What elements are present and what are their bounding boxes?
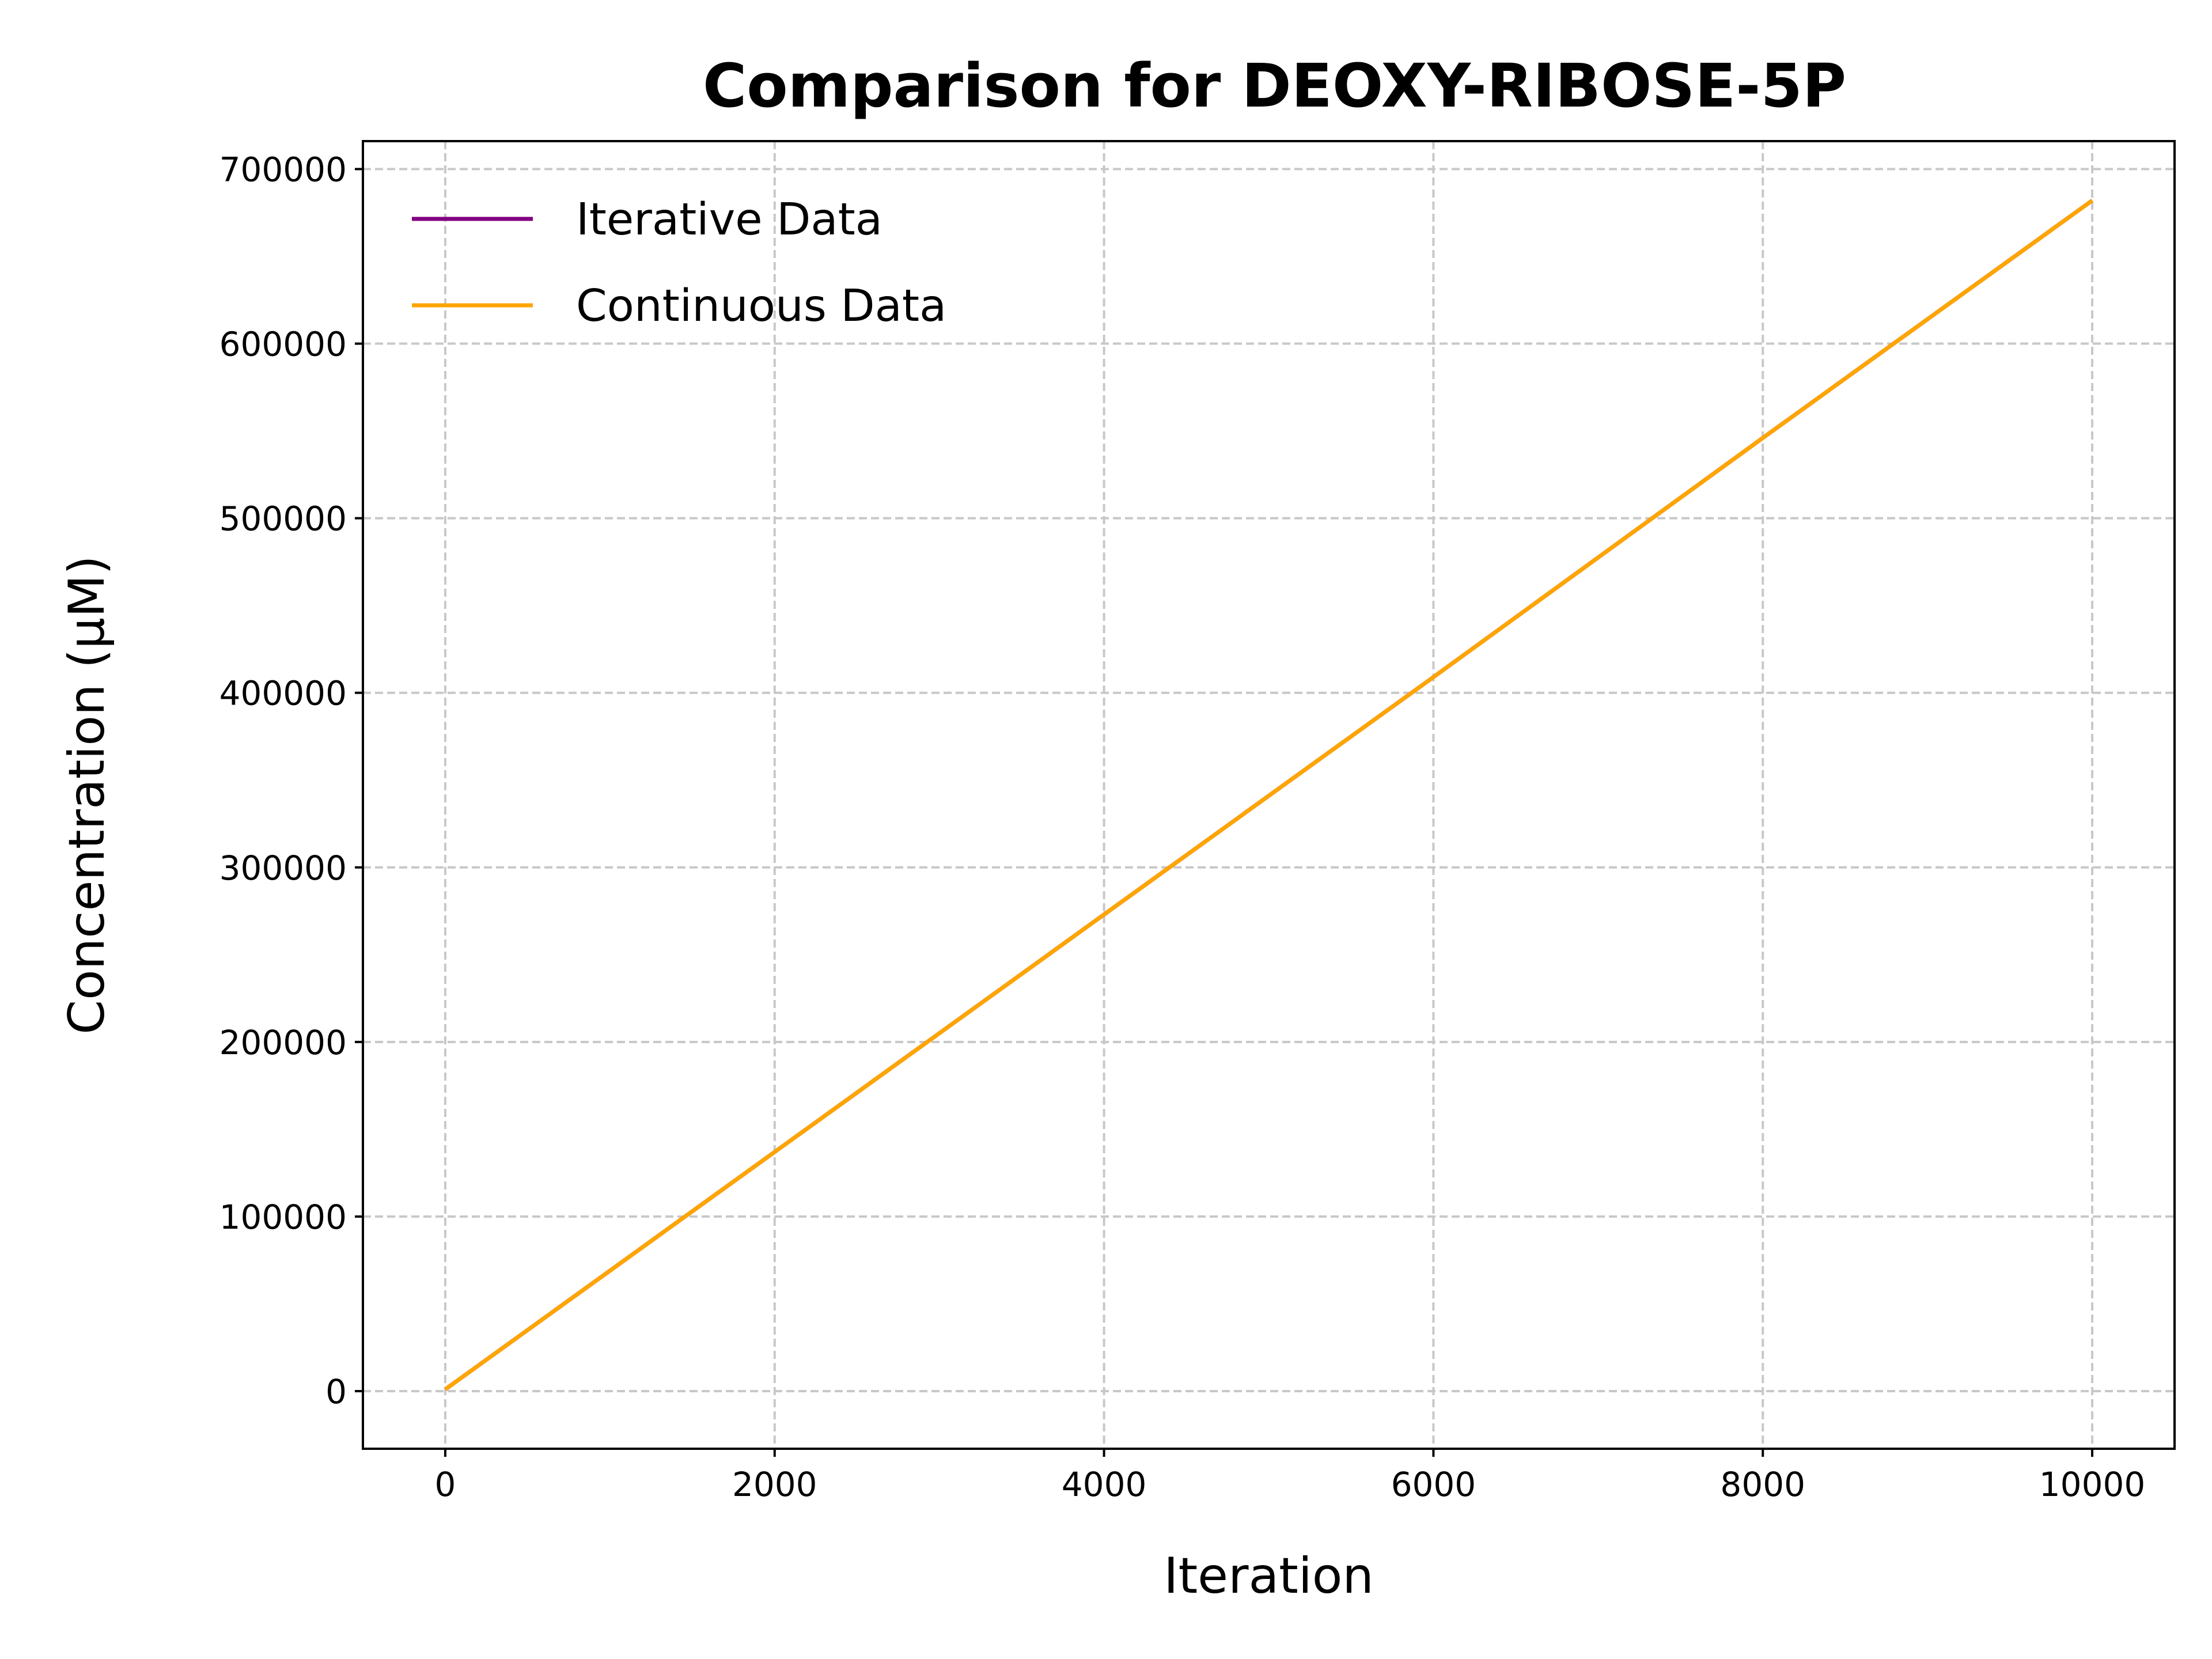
legend-label-2: Continuous Data bbox=[576, 281, 946, 332]
x-axis: 0 2000 4000 6000 8000 10000 bbox=[435, 1449, 2146, 1504]
legend-label-1: Iterative Data bbox=[576, 194, 882, 245]
x-axis-title: Iteration bbox=[1164, 1547, 1374, 1605]
series-layer bbox=[444, 199, 2094, 1391]
y-tick-label: 300000 bbox=[219, 849, 347, 888]
chart-title: Comparison for DEOXY-RIBOSE-5P bbox=[703, 51, 1846, 121]
y-axis-title: Concentration (μM) bbox=[58, 555, 116, 1035]
y-tick-label: 100000 bbox=[219, 1198, 347, 1237]
grid bbox=[363, 141, 2175, 1449]
x-tick-label: 8000 bbox=[1720, 1465, 1805, 1504]
y-tick-label: 700000 bbox=[219, 150, 347, 189]
y-tick-label: 200000 bbox=[219, 1023, 347, 1062]
x-tick-label: 0 bbox=[435, 1465, 456, 1504]
legend: Iterative Data Continuous Data bbox=[412, 194, 946, 332]
x-tick-label: 6000 bbox=[1391, 1465, 1476, 1504]
plot-frame bbox=[362, 140, 2176, 1450]
x-tick-label: 4000 bbox=[1062, 1465, 1147, 1504]
y-tick-label: 600000 bbox=[219, 325, 347, 364]
y-axis: 0 100000 200000 300000 400000 500000 600000 700… bbox=[219, 150, 363, 1411]
x-tick-label: 2000 bbox=[732, 1465, 817, 1504]
y-tick-label: 400000 bbox=[219, 674, 347, 713]
y-tick-label: 0 bbox=[325, 1372, 347, 1411]
y-tick-label: 500000 bbox=[219, 499, 347, 539]
series-line-2 bbox=[444, 199, 2094, 1391]
x-tick-label: 10000 bbox=[2039, 1465, 2146, 1504]
